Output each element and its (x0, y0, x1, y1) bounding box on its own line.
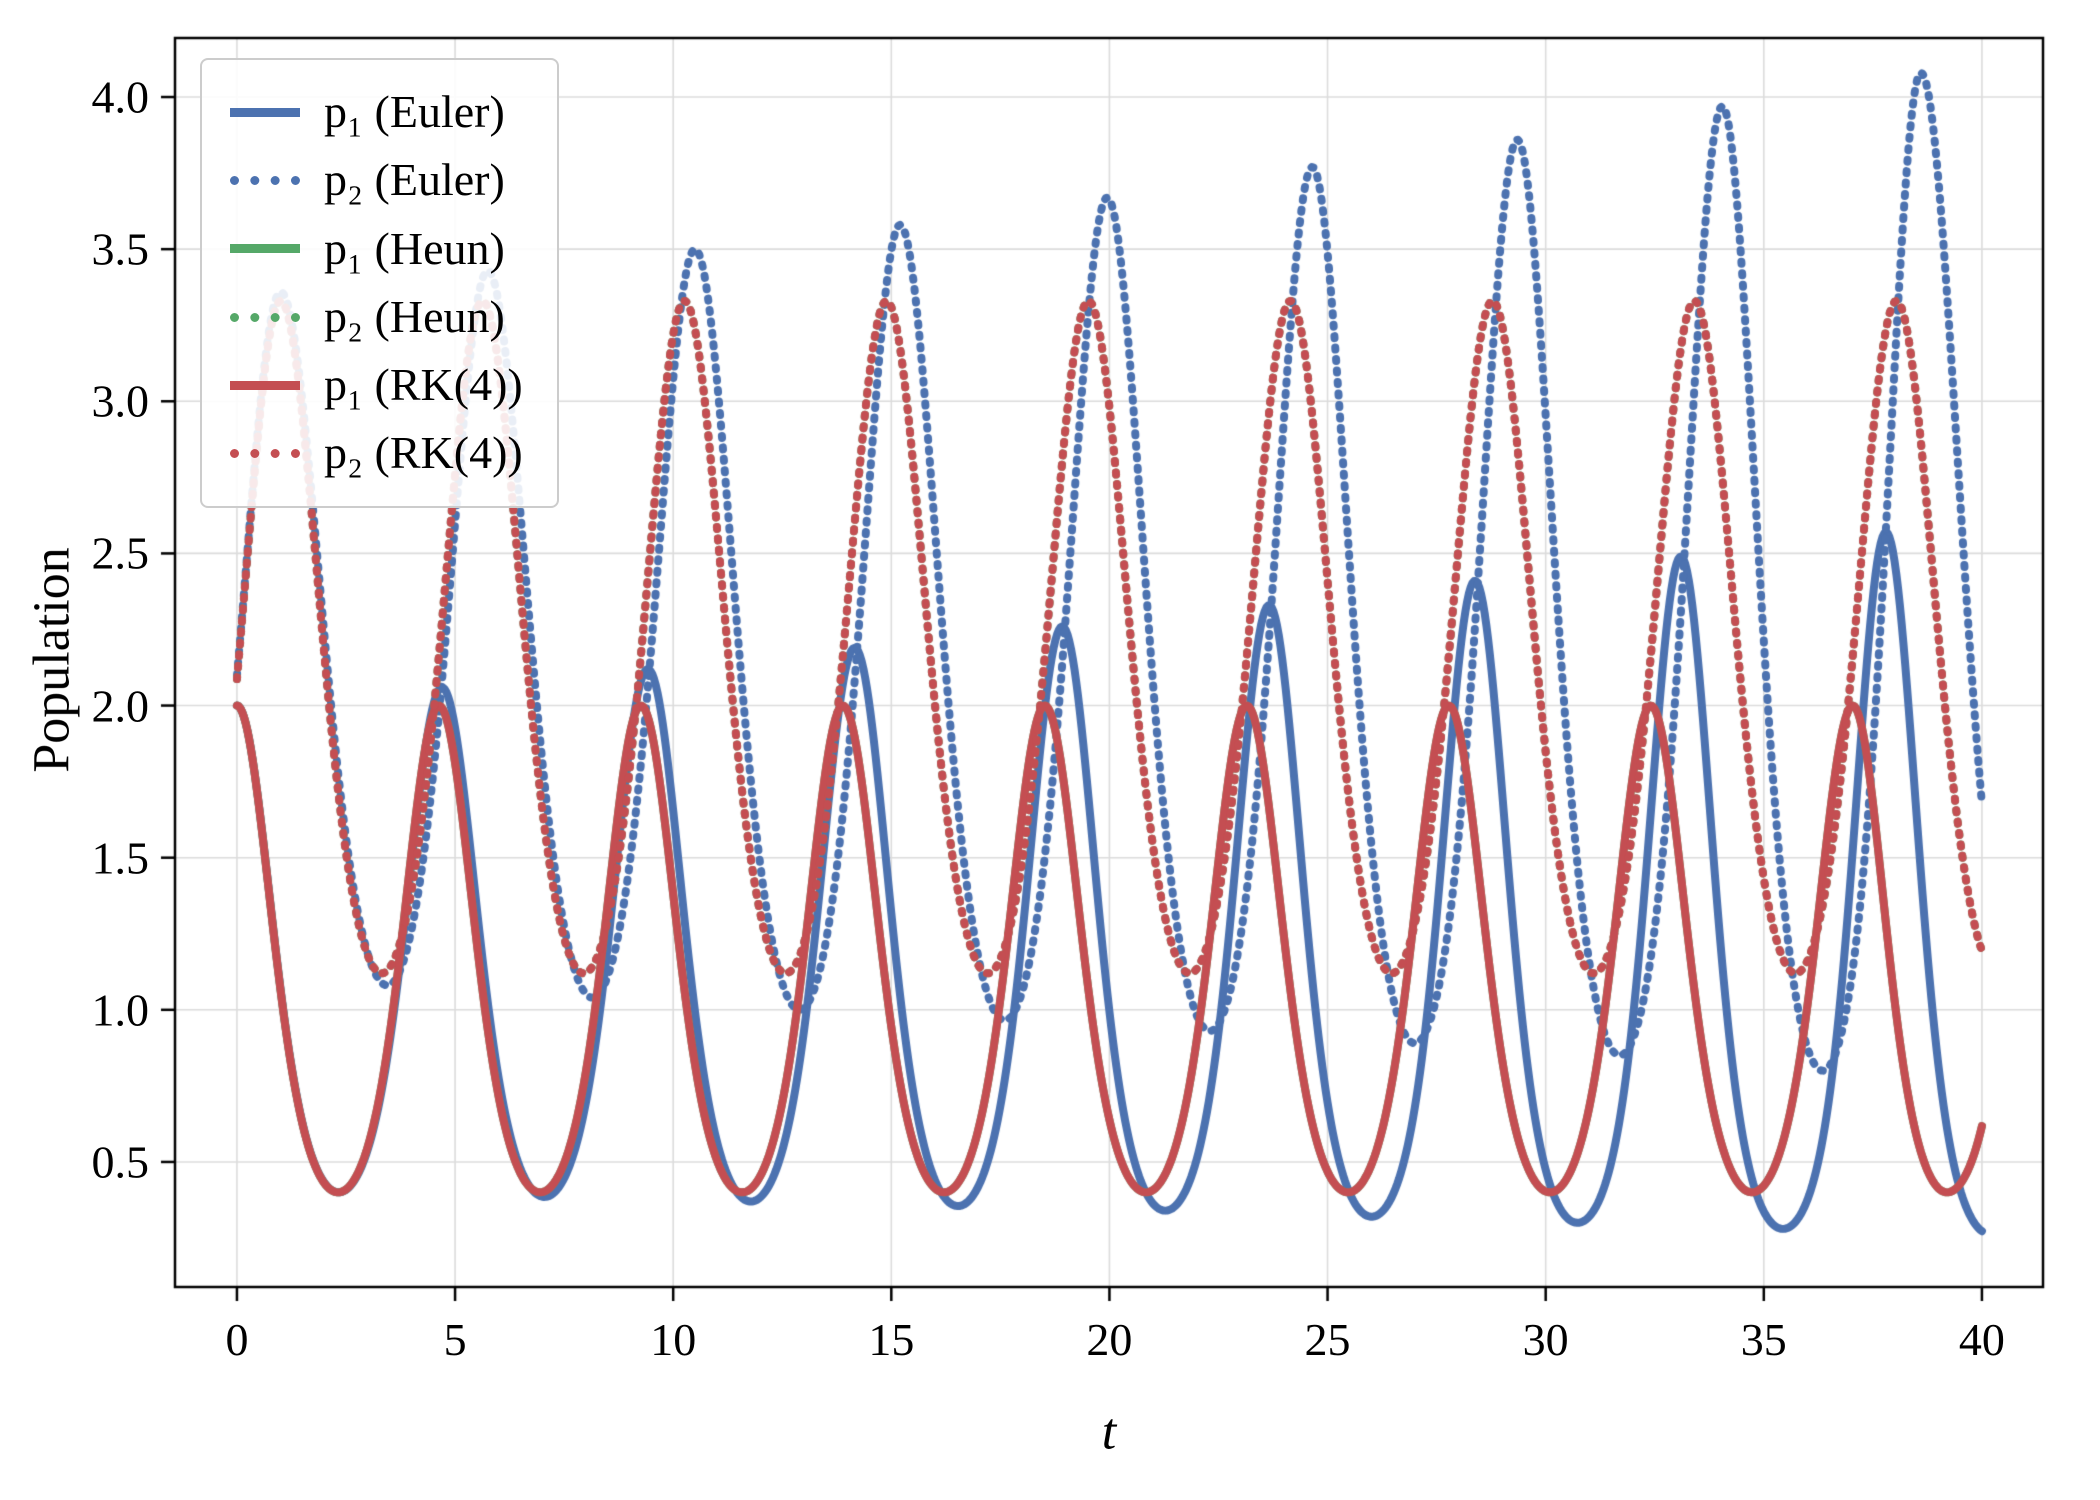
legend-item-p2-euler: p₂ (Euler) (230, 154, 523, 206)
y-tick-label-0.5: 0.5 (91, 1136, 150, 1188)
legend-label-p2-rk4: p₂ (RK(4)) (324, 427, 523, 479)
x-tick-label-35: 35 (1740, 1314, 1787, 1365)
legend-line-sample-p1-rk4 (230, 380, 300, 390)
x-tick-label-5: 5 (443, 1314, 467, 1365)
y-tick-label-1.5: 1.5 (91, 832, 150, 884)
legend-line-sample-p2-heun (230, 312, 300, 322)
legend-line-sample-p2-euler (230, 175, 300, 185)
legend-label-p1-euler: p₁ (Euler) (324, 86, 505, 137)
x-axis-label: t (1101, 1403, 1117, 1461)
x-tick-label-15: 15 (868, 1314, 915, 1365)
x-tick-label-40: 40 (1958, 1314, 2005, 1365)
y-tick-label-4.0: 4.0 (91, 71, 150, 123)
legend-item-p1-rk4: p₁ (RK(4)) (230, 359, 523, 411)
x-tick-label-25: 25 (1304, 1314, 1351, 1365)
legend-line-sample-p1-heun (230, 244, 300, 254)
y-tick-label-3.5: 3.5 (91, 223, 150, 275)
y-tick-label-2.0: 2.0 (91, 680, 150, 732)
x-tick-label-0: 0 (225, 1314, 249, 1365)
legend-line-sample-p1-euler (230, 107, 300, 117)
x-tick-label-10: 10 (650, 1314, 697, 1365)
legend-label-p1-rk4: p₁ (RK(4)) (324, 359, 523, 411)
y-axis-label: Population (23, 547, 81, 773)
x-tick-label-30: 30 (1522, 1314, 1569, 1365)
y-tick-label-3.0: 3.0 (91, 375, 150, 427)
y-tick-label-2.5: 2.5 (91, 527, 150, 579)
legend-line-sample-p2-rk4 (230, 449, 300, 459)
legend-item-p2-heun: p₂ (Heun) (230, 290, 523, 342)
legend-label-p2-euler: p₂ (Euler) (324, 154, 505, 206)
x-tick-label-20: 20 (1086, 1314, 1133, 1365)
legend-item-p1-euler: p₁ (Euler) (230, 86, 523, 137)
legend: p₁ (Euler) p₂ (Euler) p₁ (Heun) p₂ (Heun… (200, 58, 559, 508)
y-tick-label-1.0: 1.0 (91, 984, 150, 1036)
legend-item-p1-heun: p₁ (Heun) (230, 222, 523, 274)
legend-label-p2-heun: p₂ (Heun) (324, 290, 505, 342)
legend-item-p2-rk4: p₂ (RK(4)) (230, 429, 523, 477)
legend-label-p1-heun: p₁ (Heun) (324, 222, 505, 274)
